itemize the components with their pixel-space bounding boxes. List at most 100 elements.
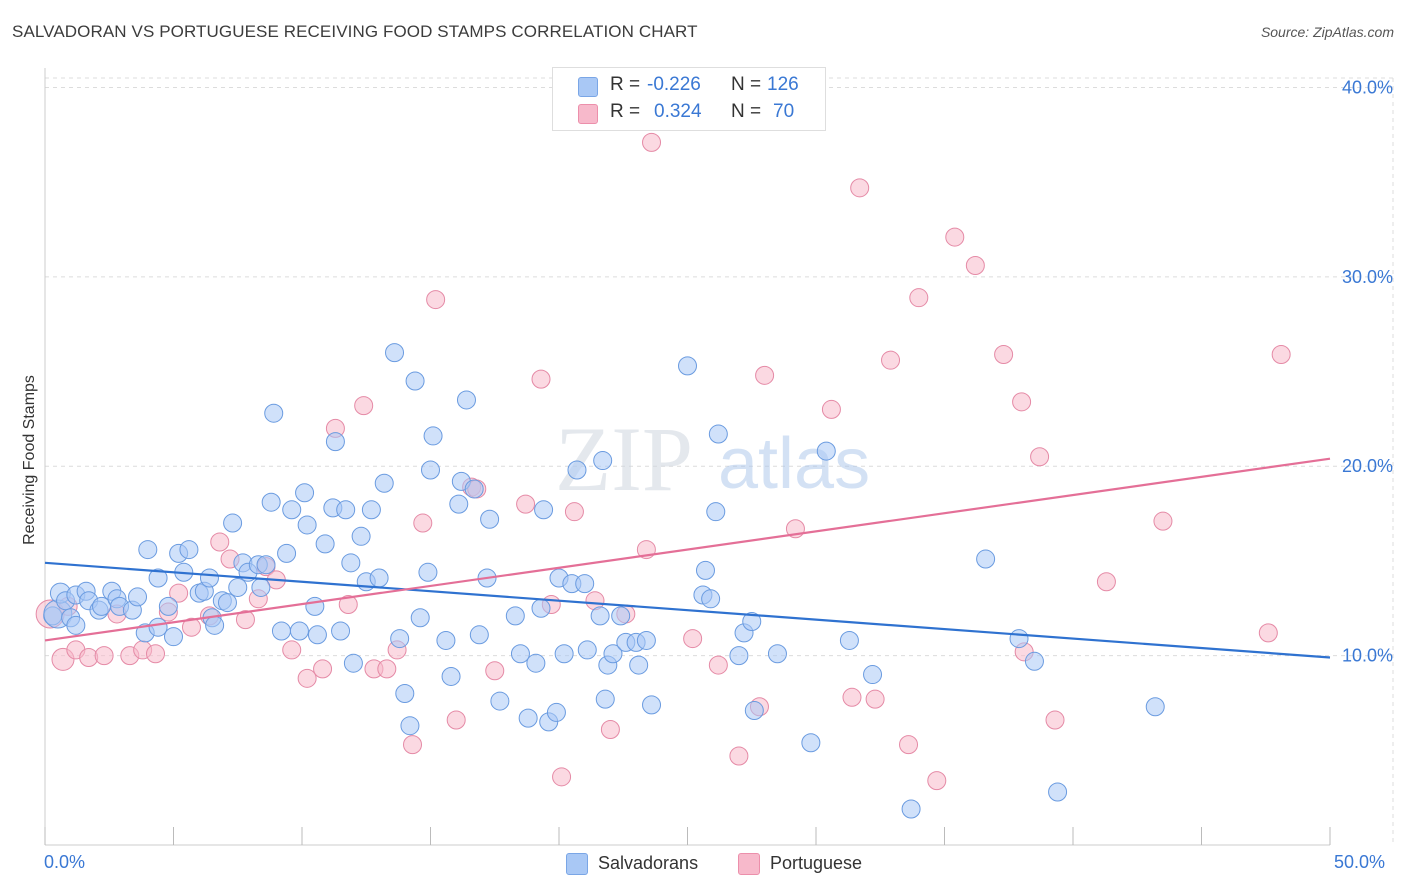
data-point [590,606,610,626]
data-point [839,630,859,650]
data-point [282,640,302,660]
data-point [706,502,726,522]
data-point [456,390,476,410]
legend-label-portuguese: Portuguese [770,853,863,873]
data-point [66,615,86,635]
data-point [307,625,327,645]
data-point [338,594,358,614]
data-point [264,403,284,423]
data-point [469,625,489,645]
trend-lines [44,457,1331,659]
data-point [297,668,317,688]
data-point [158,596,178,616]
watermark-atlas: atlas [718,424,870,504]
data-point [464,479,484,499]
data-point [526,653,546,673]
data-point [164,627,183,647]
data-point [510,644,530,664]
data-point [256,555,276,575]
data-point [405,371,425,391]
data-point [531,369,551,389]
data-point [374,473,394,493]
data-point [369,568,389,588]
data-point [297,515,317,535]
data-point [413,513,433,533]
chart-source: Source: ZipAtlas.com [1260,24,1394,40]
legend-r-value: -0.226 [647,74,701,95]
data-point [251,577,271,597]
legend-n-label: N = [731,101,762,122]
data-point [341,553,361,573]
data-point [755,365,775,385]
data-point [600,719,620,739]
legend-r-label: R = [610,101,641,122]
data-point [821,399,841,419]
data-point [418,562,438,582]
y-tick-label: 30.0% [1342,267,1393,287]
data-point [595,689,615,709]
data-point [395,683,415,703]
data-point [390,629,410,649]
data-point [642,695,662,715]
data-point [490,691,510,711]
data-point [205,615,225,635]
legend-n-value: 126 [767,74,799,95]
data-point [331,621,351,641]
y-tick-label: 20.0% [1342,456,1393,476]
data-point [976,549,996,569]
data-point [552,767,572,787]
data-point [305,596,325,616]
y-tick-label: 40.0% [1342,77,1393,97]
data-point [842,687,862,707]
data-point [564,502,584,522]
data-point [863,665,883,685]
data-point [865,689,885,709]
data-point [400,716,420,736]
data-point [708,424,728,444]
data-point [636,630,656,650]
data-point [729,746,749,766]
data-point [695,560,715,580]
data-point [546,702,566,722]
legend-r-value: 0.324 [654,101,702,122]
data-point [146,644,166,664]
data-point [385,343,405,363]
y-tick-label: 10.0% [1342,646,1393,666]
data-point [554,644,574,664]
data-point [603,644,623,664]
data-point [767,644,787,664]
data-point [228,577,248,597]
data-point [901,799,921,819]
data-point [128,587,148,607]
data-point [881,350,901,370]
data-point [410,608,430,628]
data-point [744,701,764,721]
data-point [909,288,929,308]
data-point [271,621,291,641]
data-point [361,500,381,520]
data-point [343,653,363,673]
data-point [801,733,821,753]
legend-n-value: 70 [773,101,795,122]
data-point [1048,782,1068,802]
data-point [534,500,554,520]
data-point [313,659,333,679]
data-point [629,655,649,675]
data-point [1045,710,1065,730]
data-point [850,178,870,198]
data-point [683,629,703,649]
data-point [678,356,697,376]
data-point [426,290,446,310]
data-point [742,612,762,632]
data-point [1096,572,1116,592]
data-point [577,640,597,660]
data-point [315,534,335,554]
data-point [421,460,440,480]
data-point [485,661,505,681]
data-point [516,494,536,514]
data-point [336,500,356,520]
legend-swatch-blue [578,77,598,97]
data-point [325,432,345,452]
data-point [351,526,371,546]
data-point [611,606,631,626]
